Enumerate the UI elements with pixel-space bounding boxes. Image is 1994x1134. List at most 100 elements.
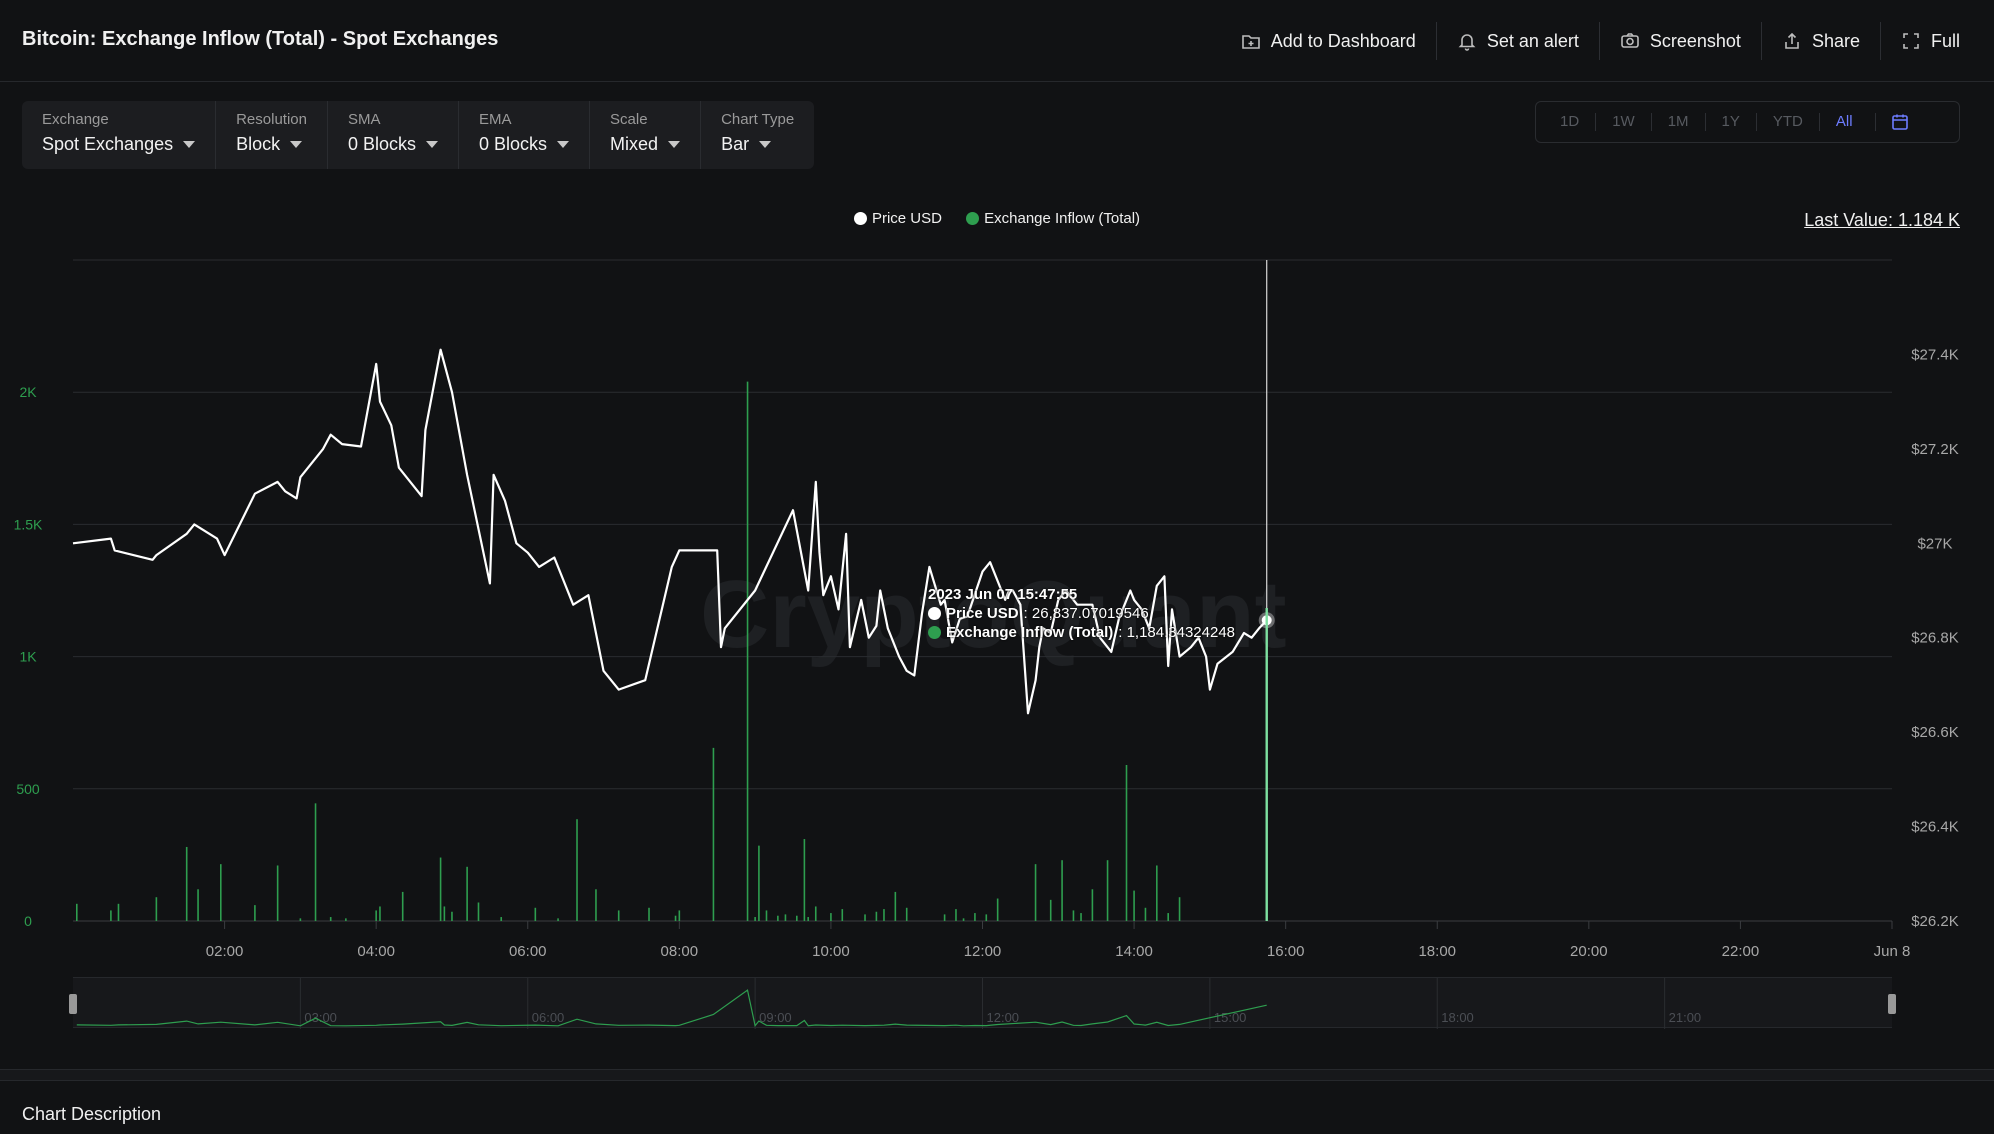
navigator-tick-label: 12:00 (987, 1010, 1020, 1025)
camera-icon (1621, 33, 1639, 48)
bell-icon (1458, 34, 1476, 51)
navigator-tick-label: 06:00 (532, 1010, 565, 1025)
navigator-inflow-line (76, 989, 1267, 1028)
x-axis-tick-label: 12:00 (964, 943, 1002, 960)
resolution-value: Block (236, 134, 281, 154)
screenshot-label: Screenshot (1649, 30, 1741, 51)
right-axis-tick-label: $27.2K (1911, 441, 1959, 458)
filter-bar: Exchange Spot Exchanges Resolution Block… (22, 101, 815, 169)
x-axis-tick-label: 18:00 (1418, 943, 1456, 960)
fullscreen-button[interactable]: Full (1879, 22, 1960, 60)
scale-label: Scale (610, 111, 648, 128)
left-axis-tick-label: 1.5K (14, 516, 43, 532)
legend-inflow-label: Exchange Inflow (Total) (984, 210, 1141, 227)
left-axis-tick-label: 0 (24, 913, 32, 929)
chart-description-heading: Chart Description (22, 1104, 162, 1124)
last-value-link[interactable]: Last Value: 1.184 K (1804, 210, 1960, 230)
resolution-label: Resolution (236, 111, 307, 128)
sma-label: SMA (347, 111, 381, 128)
exchange-label: Exchange (42, 111, 109, 128)
x-axis-tick-label: 02:00 (206, 943, 244, 960)
exchange-select[interactable]: Exchange Spot Exchanges (22, 101, 215, 169)
x-axis-tick-label: 20:00 (1570, 943, 1608, 960)
exchange-value: Spot Exchanges (42, 134, 174, 154)
x-axis-tick-label: 10:00 (812, 943, 850, 960)
page-title: Bitcoin: Exchange Inflow (Total) - Spot … (22, 28, 499, 50)
chevron-down-icon (557, 141, 570, 148)
x-axis-tick-label: 16:00 (1267, 943, 1305, 960)
chevron-down-icon (183, 141, 196, 148)
range-1m-button[interactable]: 1M (1650, 113, 1705, 131)
right-axis-tick-label: $26.6K (1911, 724, 1959, 741)
chevron-down-icon (290, 141, 303, 148)
fullscreen-icon (1903, 33, 1919, 49)
ema-select[interactable]: EMA 0 Blocks (458, 101, 589, 169)
x-axis-tick-label: 08:00 (661, 943, 699, 960)
legend-price[interactable]: Price USD (853, 210, 942, 227)
right-axis-tick-label: $26.4K (1911, 819, 1959, 836)
tooltip-inflow-swatch (928, 626, 941, 639)
price-line (72, 348, 1268, 715)
chart-tooltip: 2023 Jun 07 15:47:55 Price USD: 26,837.0… (928, 585, 1235, 642)
tooltip-price-swatch (928, 607, 941, 620)
x-axis-tick-label: 22:00 (1722, 943, 1760, 960)
sma-select[interactable]: SMA 0 Blocks (326, 101, 458, 169)
set-alert-button[interactable]: Set an alert (1435, 22, 1599, 60)
chart-type-label: Chart Type (721, 111, 795, 128)
left-axis-tick-label: 1K (19, 649, 37, 665)
navigator-left-handle[interactable] (69, 994, 77, 1014)
add-to-dashboard-label: Add to Dashboard (1270, 30, 1416, 51)
navigator-tick-label: 09:00 (759, 1010, 792, 1025)
navigator-tick-label: 21:00 (1669, 1010, 1702, 1025)
left-axis-tick-label: 500 (16, 781, 40, 797)
date-picker-button[interactable] (1874, 113, 1910, 131)
right-axis-tick-label: $27K (1917, 535, 1952, 552)
resolution-select[interactable]: Resolution Block (215, 101, 327, 169)
add-to-dashboard-button[interactable]: Add to Dashboard (1221, 22, 1436, 60)
chart-canvas[interactable]: 0 500 1K 1.5K 2K $26.2K $26.4K $26.6K $26.8K $27K… (0, 240, 1994, 980)
action-toolbar: Add to Dashboard Set an alert Screenshot… (1221, 22, 1960, 60)
tooltip-inflow-label: Exchange Inflow (Total) (946, 624, 1114, 641)
section-divider (0, 1069, 1994, 1081)
tooltip-time: 2023 Jun 07 15:47:55 (928, 586, 1078, 603)
range-1d-button[interactable]: 1D (1560, 113, 1580, 130)
chart-legend: Price USD Exchange Inflow (Total) (0, 210, 1994, 229)
range-navigator[interactable]: 03:00 06:00 09:00 12:00 15:00 18:00 21:00 (69, 977, 1896, 1029)
chart-type-select[interactable]: Chart Type Bar (700, 101, 814, 169)
scale-value: Mixed (610, 134, 659, 154)
range-ytd-button[interactable]: YTD (1755, 113, 1819, 131)
chevron-down-icon (759, 141, 772, 148)
legend-price-label: Price USD (871, 210, 942, 227)
tooltip-price-value: : 26,837.07019546 (1023, 605, 1149, 622)
legend-price-swatch (853, 212, 867, 225)
chevron-down-icon (668, 141, 681, 148)
sma-value: 0 Blocks (347, 134, 417, 154)
chart-type-value: Bar (721, 134, 750, 154)
range-all-button[interactable]: All (1818, 113, 1869, 131)
screenshot-button[interactable]: Screenshot (1598, 22, 1761, 60)
x-axis-tick-label: 06:00 (509, 943, 547, 960)
ema-value: 0 Blocks (479, 134, 548, 154)
set-alert-label: Set an alert (1486, 30, 1579, 51)
x-axis-tick-label: 14:00 (1115, 943, 1153, 960)
scale-select[interactable]: Scale Mixed (589, 101, 700, 169)
navigator-mini-chart: 03:00 06:00 09:00 12:00 15:00 18:00 21:00 (76, 978, 1702, 1029)
left-axis-tick-label: 2K (19, 384, 37, 400)
x-axis-tick-label: 04:00 (357, 943, 395, 960)
share-button[interactable]: Share (1760, 22, 1880, 60)
navigator-tick-label: 15:00 (1214, 1010, 1247, 1025)
legend-inflow-swatch (966, 212, 980, 225)
range-1w-button[interactable]: 1W (1595, 113, 1651, 131)
range-1y-button[interactable]: 1Y (1704, 113, 1756, 131)
fullscreen-label: Full (1930, 30, 1960, 51)
right-axis-tick-label: $26.2K (1911, 913, 1959, 930)
time-range-selector: 1D 1W 1M 1Y YTD All (1535, 101, 1960, 143)
right-axis-tick-label: $26.8K (1911, 630, 1959, 647)
legend-inflow[interactable]: Exchange Inflow (Total) (966, 210, 1140, 227)
chevron-down-icon (426, 141, 439, 148)
tooltip-price-label: Price USD (946, 605, 1019, 622)
top-bar: Bitcoin: Exchange Inflow (Total) - Spot … (0, 0, 1994, 82)
navigator-tick-label: 18:00 (1441, 1010, 1474, 1025)
ema-label: EMA (479, 111, 512, 128)
navigator-right-handle[interactable] (1888, 994, 1896, 1014)
